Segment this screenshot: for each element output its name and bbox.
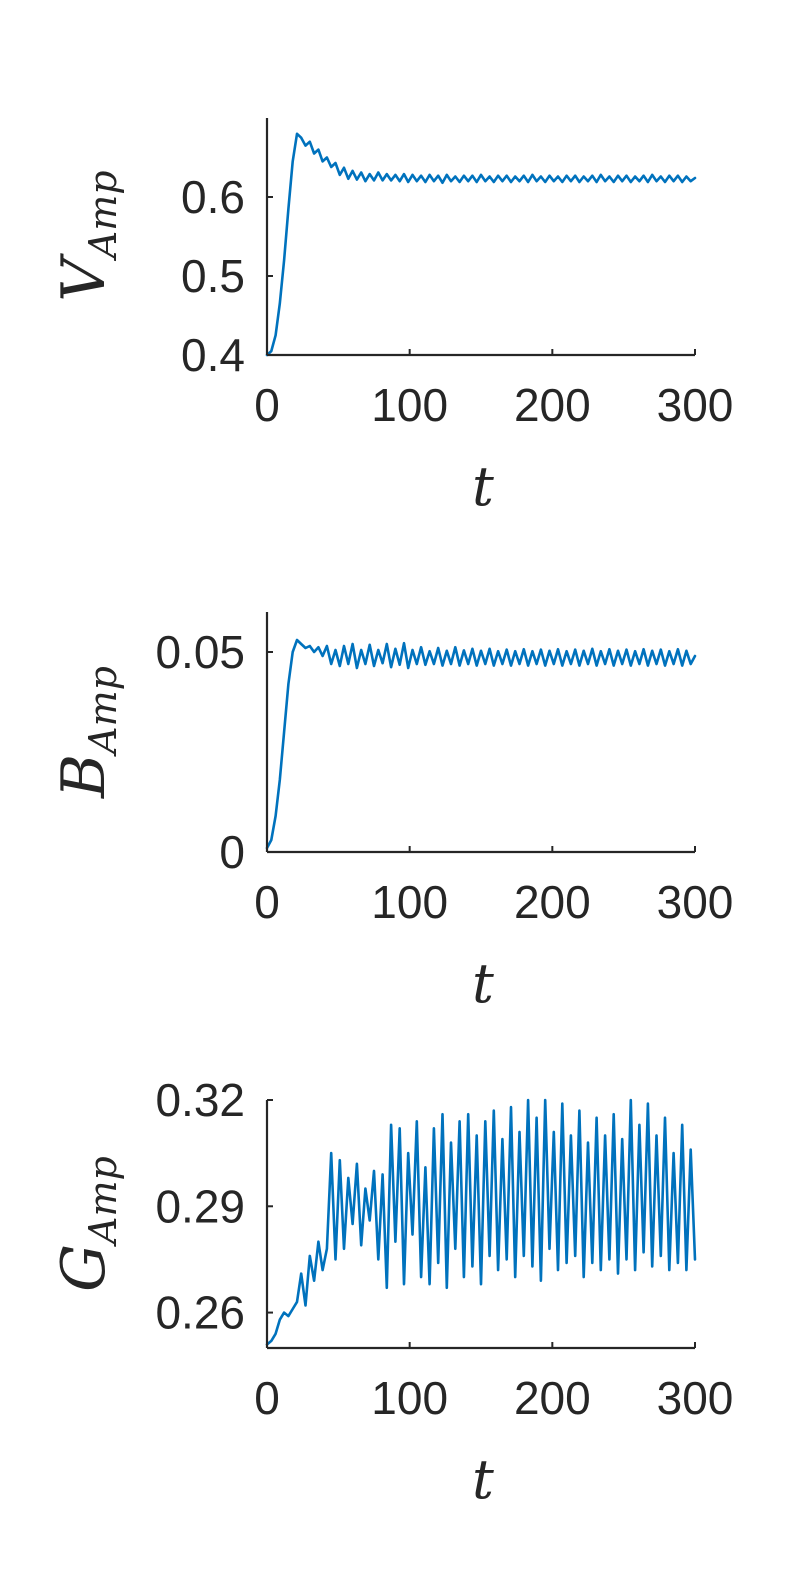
b-amp-x-axis-title: t [472,952,494,1015]
g-amp-y-tick-label: 0.32 [155,1074,245,1126]
v-amp-y-axis-title-base: V [49,253,119,302]
g-amp-x-tick-label: 200 [514,1372,591,1424]
v-amp-y-tick-label: 0.6 [181,171,245,223]
g-amp-x-tick-label: 300 [657,1372,734,1424]
b-amp-y-axis-title-base: B [49,754,119,799]
b-amp-x-tick-label: 100 [371,876,448,928]
b-amp-x-tick-label: 0 [254,876,280,928]
b-amp-y-tick-label: 0.05 [155,626,245,678]
g-amp-x-axis-title: t [472,1448,494,1511]
g-amp-y-tick-label: 0.26 [155,1287,245,1339]
v-amp-x-tick-label: 200 [514,379,591,431]
v-amp-y-tick-label: 0.4 [181,329,245,381]
g-amp-y-axis-title-sub: Amp [81,1156,125,1247]
v-amp-y-axis-title: VAmp [49,170,125,301]
b-amp-y-tick-label: 0 [219,826,245,878]
panel-b-amp: 0 100 200 300 0 0.05 t BAmp [49,612,733,1015]
g-amp-y-axis-title: GAmp [49,1156,125,1292]
panel-g-amp: 0 100 200 300 0.26 0.29 0.32 t GAmp [49,1074,733,1511]
v-amp-x-axis-title: t [472,455,494,518]
v-amp-y-axis-title-sub: Amp [81,170,125,261]
v-amp-x-tick-label: 300 [657,379,734,431]
b-amp-x-tick-label: 300 [657,876,734,928]
g-amp-x-tick-label: 0 [254,1372,280,1424]
panel-v-amp: 0 100 200 300 0.4 0.5 0.6 t VAmp [49,118,733,518]
g-amp-x-tick-label: 100 [371,1372,448,1424]
b-amp-series-line [265,638,697,850]
b-amp-y-axis-title: BAmp [49,666,125,799]
b-amp-y-axis-title-sub: Amp [81,666,125,757]
v-amp-y-tick-label: 0.5 [181,250,245,302]
g-amp-series-line [265,1098,697,1346]
g-amp-y-axis-title-base: G [49,1244,119,1292]
v-amp-series-line [265,132,697,357]
v-amp-x-tick-label: 0 [254,379,280,431]
v-amp-x-tick-label: 100 [371,379,448,431]
g-amp-y-tick-label: 0.29 [155,1180,245,1232]
b-amp-x-tick-label: 200 [514,876,591,928]
